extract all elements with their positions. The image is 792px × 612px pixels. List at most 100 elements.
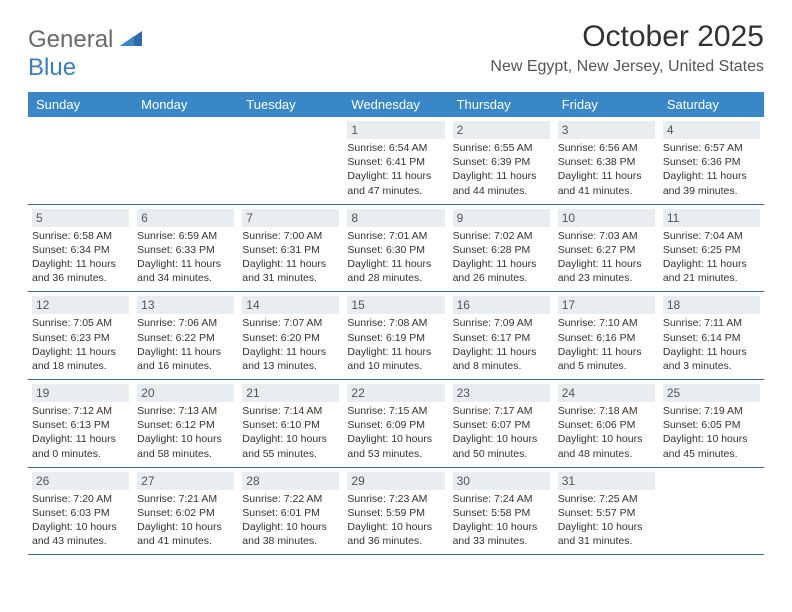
day-info: Sunrise: 7:23 AMSunset: 5:59 PMDaylight:… <box>347 492 444 549</box>
day-cell: 16Sunrise: 7:09 AMSunset: 6:17 PMDayligh… <box>449 292 554 379</box>
day-info: Sunrise: 6:59 AMSunset: 6:33 PMDaylight:… <box>137 229 234 286</box>
sunrise-text: Sunrise: 7:21 AM <box>137 492 234 506</box>
day-info: Sunrise: 7:17 AMSunset: 6:07 PMDaylight:… <box>453 404 550 461</box>
sunset-text: Sunset: 6:03 PM <box>32 506 129 520</box>
header: General Blue October 2025 New Egypt, New… <box>28 20 764 82</box>
week-row: 19 Sunrise: 7:12 AMSunset: 6:13 PMDayligh… <box>28 380 764 468</box>
sunset-text: Sunset: 5:59 PM <box>347 506 444 520</box>
day-cell: 2Sunrise: 6:55 AMSunset: 6:39 PMDaylight… <box>449 117 554 204</box>
daylight-text: Daylight: 11 hours and 16 minutes. <box>137 345 234 373</box>
day-cell: 30Sunrise: 7:24 AMSunset: 5:58 PMDayligh… <box>449 468 554 555</box>
daylight-text: Daylight: 11 hours and 3 minutes. <box>663 345 760 373</box>
day-cell: 31Sunrise: 7:25 AMSunset: 5:57 PMDayligh… <box>554 468 659 555</box>
sunrise-text: Sunrise: 6:55 AM <box>453 141 550 155</box>
day-info: Sunrise: 7:03 AMSunset: 6:27 PMDaylight:… <box>558 229 655 286</box>
daylight-text: Daylight: 11 hours and 13 minutes. <box>242 345 339 373</box>
day-cell: 15 Sunrise: 7:08 AMSunset: 6:19 PMDayligh… <box>343 292 448 379</box>
sunset-text: Sunset: 6:22 PM <box>137 331 234 345</box>
day-cell: 14 Sunrise: 7:07 AMSunset: 6:20 PMDayligh… <box>238 292 343 379</box>
day-info: Sunrise: 7:07 AMSunset: 6:20 PMDaylight:… <box>242 316 339 373</box>
daylight-text: Daylight: 11 hours and 28 minutes. <box>347 257 444 285</box>
day-cell: 13Sunrise: 7:06 AMSunset: 6:22 PMDayligh… <box>133 292 238 379</box>
sunset-text: Sunset: 6:39 PM <box>453 155 550 169</box>
day-info: Sunrise: 7:22 AMSunset: 6:01 PMDaylight:… <box>242 492 339 549</box>
day-number: 28 <box>242 472 339 490</box>
sunset-text: Sunset: 6:38 PM <box>558 155 655 169</box>
day-info: Sunrise: 7:05 AMSunset: 6:23 PMDaylight:… <box>32 316 129 373</box>
sunrise-text: Sunrise: 7:04 AM <box>663 229 760 243</box>
daylight-text: Daylight: 10 hours and 55 minutes. <box>242 432 339 460</box>
sunset-text: Sunset: 6:20 PM <box>242 331 339 345</box>
sunrise-text: Sunrise: 6:59 AM <box>137 229 234 243</box>
day-number: 6 <box>137 209 234 227</box>
daylight-text: Daylight: 10 hours and 31 minutes. <box>558 520 655 548</box>
day-cell: 4Sunrise: 6:57 AMSunset: 6:36 PMDaylight… <box>659 117 764 204</box>
sunset-text: Sunset: 6:05 PM <box>663 418 760 432</box>
day-info: Sunrise: 6:54 AMSunset: 6:41 PMDaylight:… <box>347 141 444 198</box>
sunrise-text: Sunrise: 7:14 AM <box>242 404 339 418</box>
day-number: 20 <box>137 384 234 402</box>
day-number: 17 <box>558 296 655 314</box>
daylight-text: Daylight: 11 hours and 10 minutes. <box>347 345 444 373</box>
day-cell: 8Sunrise: 7:01 AMSunset: 6:30 PMDaylight… <box>343 205 448 292</box>
logo-text-general: General <box>28 26 113 53</box>
weeks-container: 1Sunrise: 6:54 AMSunset: 6:41 PMDaylight… <box>28 117 764 555</box>
day-info: Sunrise: 7:08 AMSunset: 6:19 PMDaylight:… <box>347 316 444 373</box>
day-cell: 6 Sunrise: 6:59 AMSunset: 6:33 PMDaylight… <box>133 205 238 292</box>
sunrise-text: Sunrise: 7:05 AM <box>32 316 129 330</box>
day-cell <box>133 117 238 204</box>
day-number: 19 <box>32 384 129 402</box>
day-number: 10 <box>558 209 655 227</box>
day-number: 26 <box>32 472 129 490</box>
day-info: Sunrise: 7:21 AMSunset: 6:02 PMDaylight:… <box>137 492 234 549</box>
sunset-text: Sunset: 6:12 PM <box>137 418 234 432</box>
sunset-text: Sunset: 5:57 PM <box>558 506 655 520</box>
daylight-text: Daylight: 11 hours and 8 minutes. <box>453 345 550 373</box>
day-cell: 20 Sunrise: 7:13 AMSunset: 6:12 PMDayligh… <box>133 380 238 467</box>
daylight-text: Daylight: 10 hours and 48 minutes. <box>558 432 655 460</box>
day-cell: 21Sunrise: 7:14 AMSunset: 6:10 PMDayligh… <box>238 380 343 467</box>
day-header: Tuesday <box>238 92 343 117</box>
daylight-text: Daylight: 10 hours and 43 minutes. <box>32 520 129 548</box>
daylight-text: Daylight: 11 hours and 39 minutes. <box>663 169 760 197</box>
day-cell: 12 Sunrise: 7:05 AMSunset: 6:23 PMDayligh… <box>28 292 133 379</box>
day-cell: 5Sunrise: 6:58 AMSunset: 6:34 PMDaylight… <box>28 205 133 292</box>
daylight-text: Daylight: 11 hours and 18 minutes. <box>32 345 129 373</box>
sunrise-text: Sunrise: 7:00 AM <box>242 229 339 243</box>
sunset-text: Sunset: 6:17 PM <box>453 331 550 345</box>
sunset-text: Sunset: 6:19 PM <box>347 331 444 345</box>
day-cell: 10 Sunrise: 7:03 AMSunset: 6:27 PMDayligh… <box>554 205 659 292</box>
sunset-text: Sunset: 6:02 PM <box>137 506 234 520</box>
day-cell: 27Sunrise: 7:21 AMSunset: 6:02 PMDayligh… <box>133 468 238 555</box>
day-info: Sunrise: 6:55 AMSunset: 6:39 PMDaylight:… <box>453 141 550 198</box>
day-cell: 7Sunrise: 7:00 AMSunset: 6:31 PMDaylight… <box>238 205 343 292</box>
daylight-text: Daylight: 11 hours and 0 minutes. <box>32 432 129 460</box>
day-number: 29 <box>347 472 444 490</box>
day-number: 14 <box>242 296 339 314</box>
sunrise-text: Sunrise: 7:23 AM <box>347 492 444 506</box>
day-info: Sunrise: 7:12 AMSunset: 6:13 PMDaylight:… <box>32 404 129 461</box>
day-cell: 11Sunrise: 7:04 AMSunset: 6:25 PMDayligh… <box>659 205 764 292</box>
daylight-text: Daylight: 10 hours and 41 minutes. <box>137 520 234 548</box>
day-number: 15 <box>347 296 444 314</box>
daylight-text: Daylight: 11 hours and 47 minutes. <box>347 169 444 197</box>
sunrise-text: Sunrise: 7:02 AM <box>453 229 550 243</box>
day-info: Sunrise: 7:15 AMSunset: 6:09 PMDaylight:… <box>347 404 444 461</box>
day-cell <box>28 117 133 204</box>
day-cell: 26Sunrise: 7:20 AMSunset: 6:03 PMDayligh… <box>28 468 133 555</box>
day-number: 31 <box>558 472 655 490</box>
sunrise-text: Sunrise: 7:07 AM <box>242 316 339 330</box>
sunset-text: Sunset: 6:16 PM <box>558 331 655 345</box>
sunrise-text: Sunrise: 7:06 AM <box>137 316 234 330</box>
day-cell: 22Sunrise: 7:15 AMSunset: 6:09 PMDayligh… <box>343 380 448 467</box>
sunset-text: Sunset: 6:09 PM <box>347 418 444 432</box>
day-info: Sunrise: 7:13 AMSunset: 6:12 PMDaylight:… <box>137 404 234 461</box>
sunset-text: Sunset: 6:36 PM <box>663 155 760 169</box>
day-number: 11 <box>663 209 760 227</box>
daylight-text: Daylight: 11 hours and 23 minutes. <box>558 257 655 285</box>
day-number: 7 <box>242 209 339 227</box>
sunrise-text: Sunrise: 7:01 AM <box>347 229 444 243</box>
day-number: 12 <box>32 296 129 314</box>
calendar-grid: SundayMondayTuesdayWednesdayThursdayFrid… <box>28 92 764 555</box>
daylight-text: Daylight: 11 hours and 44 minutes. <box>453 169 550 197</box>
